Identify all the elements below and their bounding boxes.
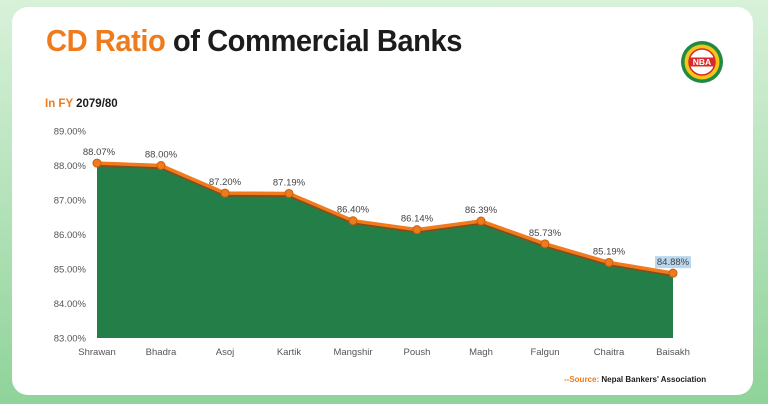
y-tick-label: 86.00% — [54, 230, 87, 241]
data-point-marker — [476, 216, 486, 226]
data-label-highlight — [655, 256, 691, 269]
x-tick-label: Asoj — [216, 347, 234, 358]
chart-subtitle: In FY 2079/80 — [45, 98, 118, 110]
data-label: 87.19% — [273, 177, 306, 188]
y-tick-label: 88.00% — [54, 161, 87, 172]
series-line — [96, 161, 674, 275]
y-tick-label: 87.00% — [54, 196, 87, 207]
data-label: 86.14% — [401, 214, 434, 225]
source-label: --Source: — [564, 375, 600, 384]
nepal-bankers-association-logo-icon: NBA — [681, 41, 723, 83]
x-tick-label: Chaitra — [594, 347, 625, 358]
x-tick-label: Kartik — [277, 347, 302, 358]
x-tick-label: Mangshir — [333, 347, 372, 358]
title-rest: of Commercial Banks — [172, 23, 463, 58]
y-tick-label: 85.00% — [54, 265, 87, 276]
data-label: 88.00% — [145, 150, 178, 161]
area-series — [97, 163, 673, 338]
data-label: 88.07% — [83, 147, 116, 158]
source-note: --Source: Nepal Bankers' Association — [564, 375, 706, 384]
x-tick-label: Falgun — [530, 347, 559, 358]
data-point-marker — [220, 188, 230, 198]
series-line-shadow — [96, 163, 674, 277]
source-value: Nepal Bankers' Association — [601, 375, 707, 384]
data-point-marker — [92, 158, 102, 168]
data-label: 86.39% — [465, 205, 498, 216]
y-tick-label: 83.00% — [54, 334, 87, 345]
x-tick-label: Bhadra — [146, 347, 177, 358]
x-tick-label: Poush — [404, 347, 431, 358]
data-point-marker — [348, 216, 358, 226]
x-tick-label: Baisakh — [656, 347, 690, 358]
data-point-marker — [284, 188, 294, 198]
y-tick-label: 89.00% — [54, 127, 87, 138]
page-title: CD Ratio of Commercial Banks — [46, 23, 462, 59]
data-point-marker — [156, 161, 166, 170]
data-label: 85.73% — [529, 228, 562, 239]
data-label: 85.19% — [593, 246, 626, 257]
data-label: 86.40% — [337, 205, 370, 216]
data-label: 84.88% — [657, 257, 690, 268]
x-tick-label: Magh — [469, 347, 493, 358]
data-point-marker — [668, 268, 678, 278]
logo-text: NBA — [693, 57, 711, 67]
x-tick-label: Shrawan — [78, 347, 116, 358]
y-tick-label: 84.00% — [54, 299, 87, 310]
data-point-marker — [412, 225, 422, 235]
data-label: 87.20% — [209, 177, 242, 188]
data-point-marker — [540, 239, 550, 249]
subtitle-rest: 2079/80 — [76, 98, 118, 110]
title-highlight: CD Ratio — [46, 23, 166, 58]
data-point-marker — [604, 257, 614, 267]
subtitle-highlight: In FY — [45, 98, 73, 110]
